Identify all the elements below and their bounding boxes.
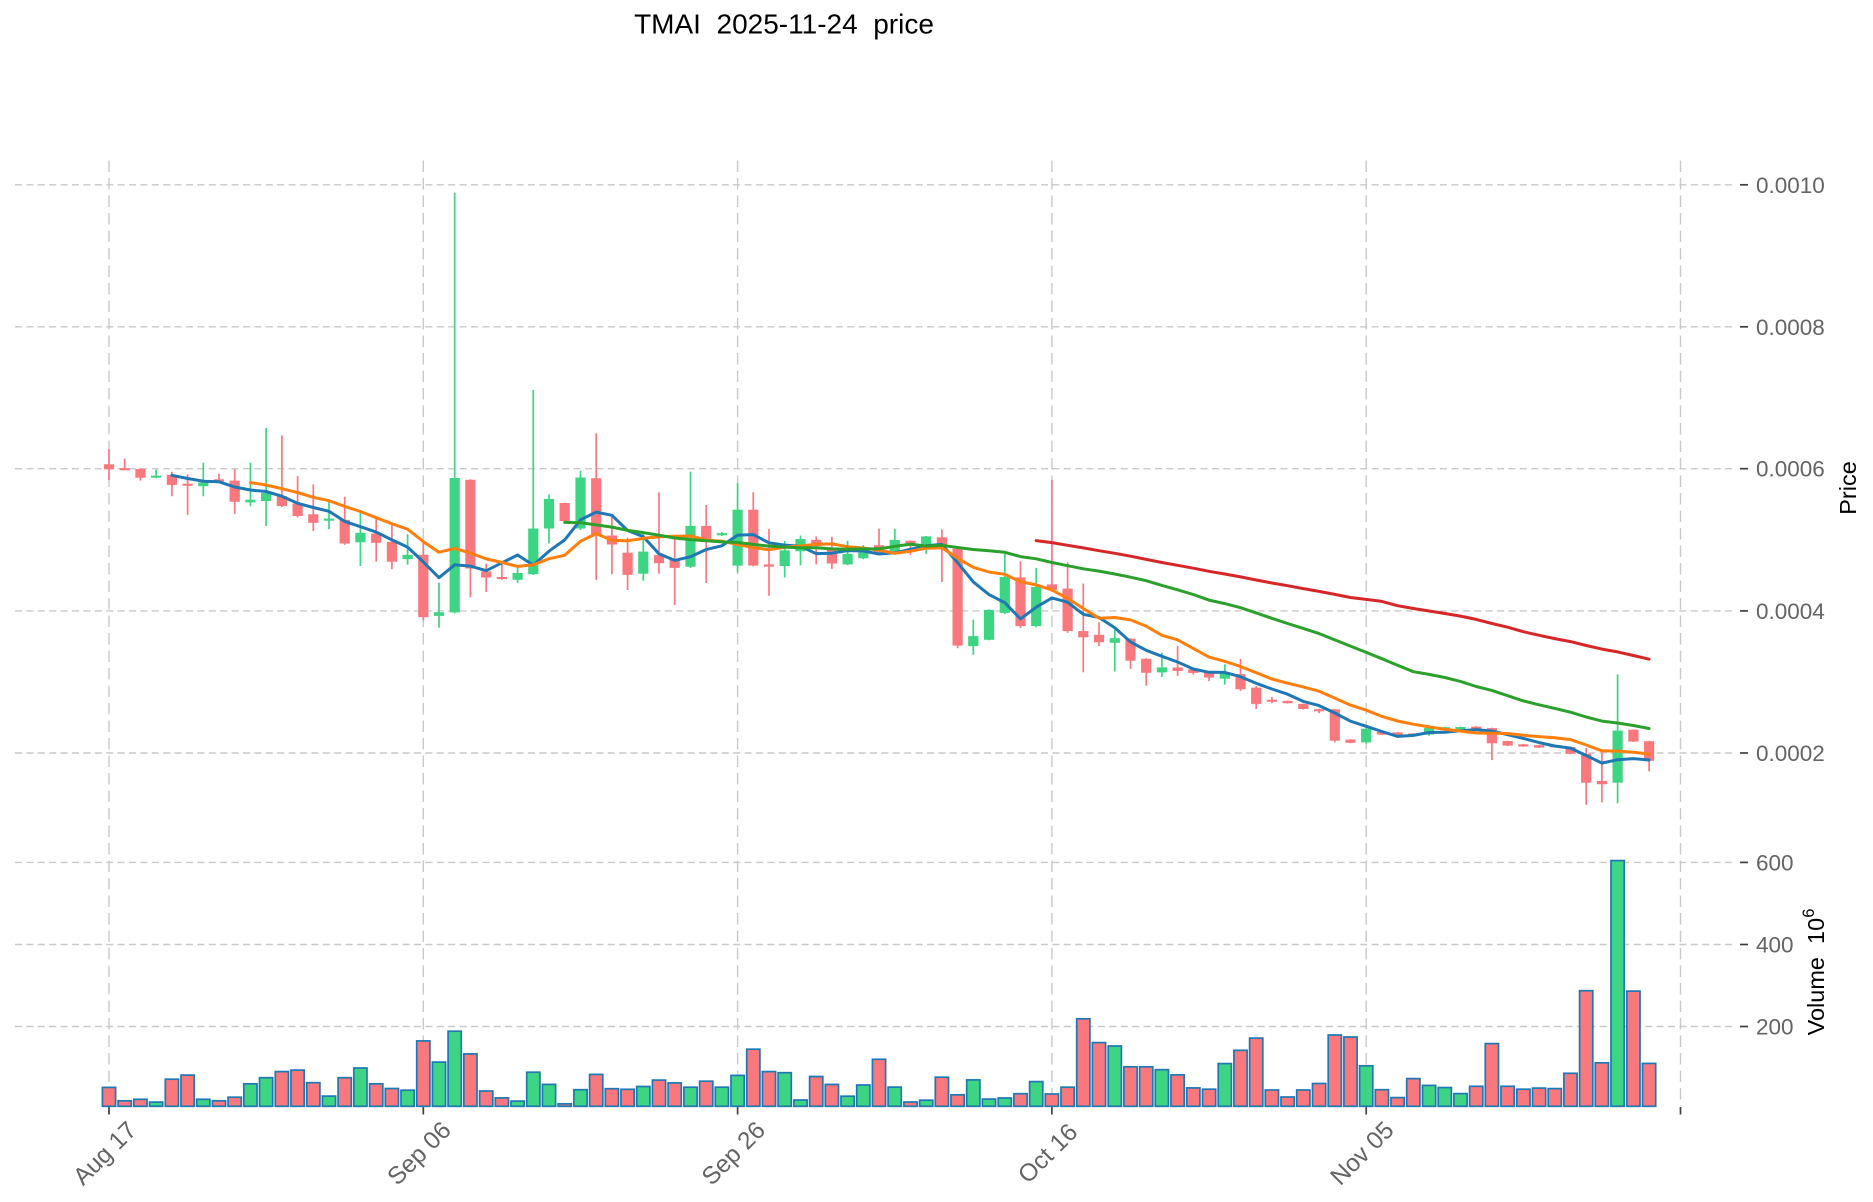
svg-text:600: 600 [1756, 850, 1794, 875]
svg-text:400: 400 [1756, 933, 1794, 958]
svg-text:TMAI 2025-11-24 price: TMAI 2025-11-24 price [634, 9, 934, 40]
svg-text:200: 200 [1756, 1015, 1794, 1040]
svg-text:0.0002: 0.0002 [1756, 741, 1825, 766]
svg-text:0.0008: 0.0008 [1756, 315, 1825, 340]
svg-text:Price: Price [1835, 461, 1861, 515]
svg-text:0.0010: 0.0010 [1756, 173, 1825, 198]
svg-text:0.0004: 0.0004 [1756, 599, 1825, 624]
svg-text:0.0006: 0.0006 [1756, 457, 1825, 482]
svg-text:Volume 106: Volume 106 [1800, 909, 1829, 1036]
